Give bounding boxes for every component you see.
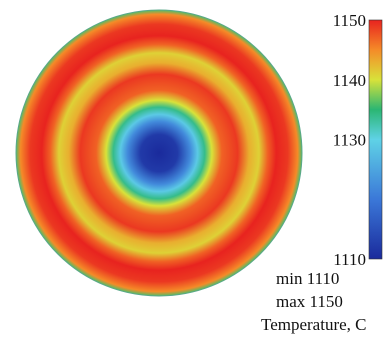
colorbar-tick-label: 1130 — [333, 131, 366, 150]
colorbar-scale — [368, 19, 383, 260]
colorbar-tick-label: 1140 — [333, 71, 366, 90]
annotations: min 1110 max 1150 Temperature, C — [261, 269, 367, 334]
quantity-label: Temperature, C — [261, 315, 367, 334]
disk-plot — [15, 9, 303, 297]
colorbar: 1150 1140 1130 1110 — [333, 11, 383, 269]
colorbar-ticks: 1150 1140 1130 1110 — [333, 11, 366, 269]
colorbar-tick-label: 1150 — [333, 11, 366, 30]
disk-outline — [15, 9, 303, 297]
temperature-disk — [16, 10, 302, 296]
colorbar-tick-label: 1110 — [333, 250, 366, 269]
min-label: min 1110 — [276, 269, 339, 288]
max-label: max 1150 — [276, 292, 343, 311]
